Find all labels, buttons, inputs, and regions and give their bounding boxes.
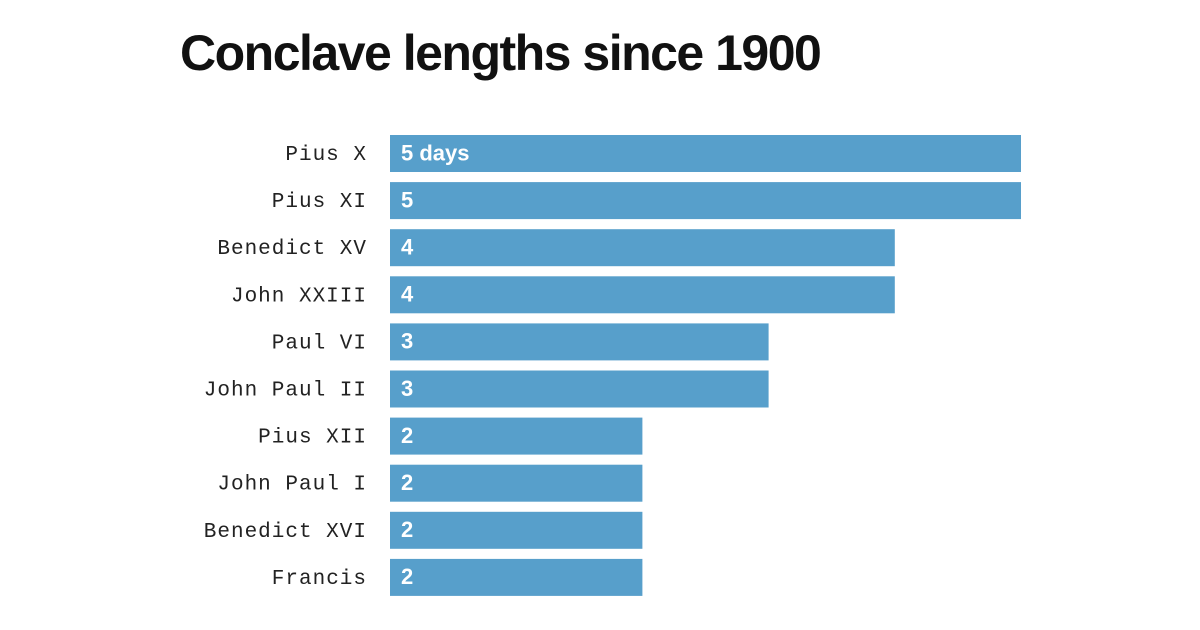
y-tick-label: Paul VI (272, 332, 367, 355)
value-label: 2 (401, 517, 413, 542)
y-tick-label: Pius X (285, 144, 367, 167)
y-tick-label: John Paul II (204, 380, 367, 403)
bar (390, 511, 643, 549)
value-label: 4 (401, 282, 414, 307)
y-tick-label: Benedict XV (217, 238, 367, 261)
y-tick-label: Pius XII (258, 427, 367, 450)
bar (390, 464, 643, 502)
bar (390, 229, 895, 267)
bar (390, 417, 643, 455)
value-label: 2 (401, 423, 413, 448)
value-label: 3 (401, 329, 413, 354)
bar (390, 323, 769, 361)
y-tick-label: John XXIII (231, 285, 367, 308)
y-tick-label: John Paul I (217, 474, 367, 497)
value-label: 5 (401, 187, 413, 212)
bar (390, 182, 1021, 220)
y-tick-label: Benedict XVI (204, 521, 367, 544)
value-label: 2 (401, 470, 413, 495)
y-tick-label: Francis (272, 568, 367, 591)
bar (390, 558, 643, 596)
value-label: 5 days (401, 140, 470, 165)
value-label: 4 (401, 235, 414, 260)
value-label: 2 (401, 564, 413, 589)
chart-title: Conclave lengths since 1900 (180, 25, 820, 81)
bar (390, 276, 895, 314)
bar (390, 370, 769, 408)
y-tick-label: Pius XI (272, 191, 367, 214)
bar (390, 135, 1021, 172)
value-label: 3 (401, 376, 413, 401)
